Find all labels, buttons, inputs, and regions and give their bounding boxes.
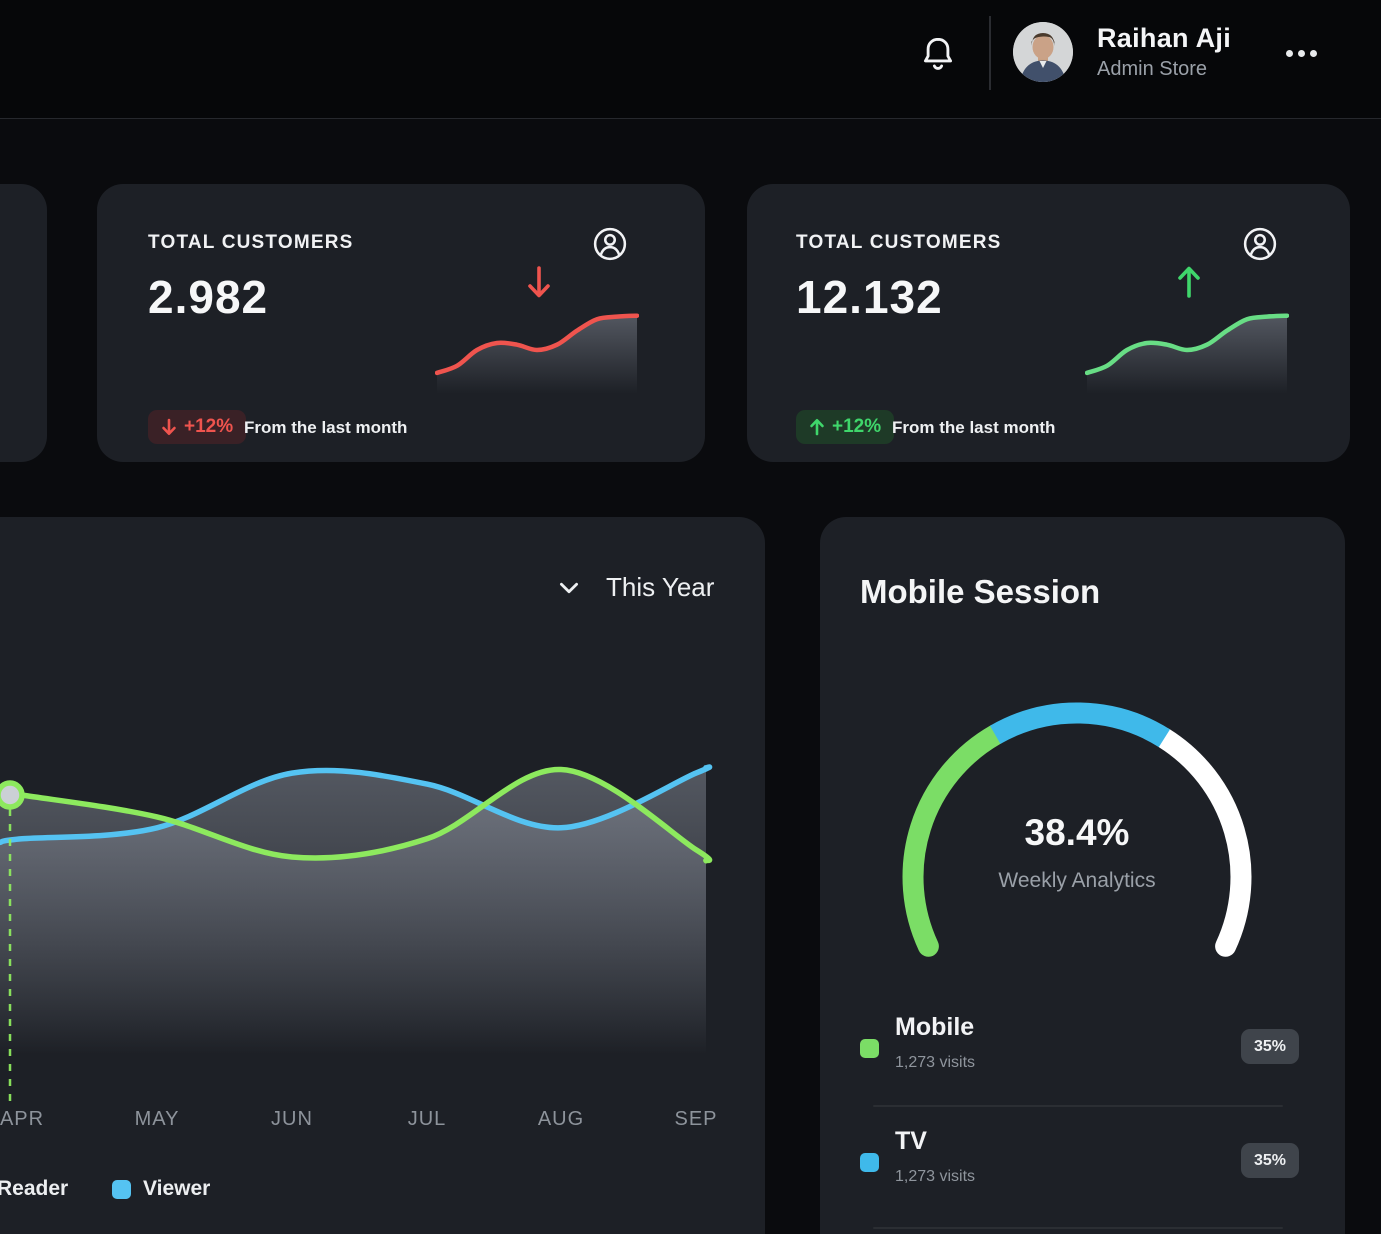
arrow-down-icon bbox=[162, 418, 176, 435]
user-name[interactable]: Raihan Aji bbox=[1097, 23, 1232, 53]
list-divider bbox=[873, 1227, 1283, 1229]
legend-reader-label: Reader bbox=[0, 1177, 69, 1200]
stat-value: 2.982 bbox=[148, 271, 269, 323]
gauge-sub-label: Weekly Analytics bbox=[998, 869, 1156, 892]
legend-viewer[interactable]: Viewer bbox=[112, 1177, 210, 1201]
mobile-swatch bbox=[860, 1039, 879, 1058]
top-bar bbox=[0, 0, 1381, 119]
list-divider bbox=[873, 1105, 1283, 1107]
user-role: Admin Store bbox=[1097, 58, 1208, 80]
x-tick-jun: JUN bbox=[271, 1108, 313, 1130]
x-tick-sep: SEP bbox=[674, 1108, 718, 1130]
delta-value: +12% bbox=[832, 416, 882, 437]
viewer-swatch bbox=[112, 1179, 131, 1199]
delta-note: From the last month bbox=[244, 418, 408, 437]
legend-viewer-label: Viewer bbox=[143, 1177, 211, 1200]
item-visits: 1,273 visits bbox=[895, 1168, 976, 1185]
legend-reader[interactable]: Reader bbox=[0, 1177, 68, 1201]
stat-card-customers-up: TOTAL CUSTOMERS 12.132 +12% From the las… bbox=[747, 184, 1350, 462]
avatar[interactable] bbox=[1013, 22, 1073, 82]
sparkline-down bbox=[435, 313, 639, 400]
arrow-up-icon bbox=[810, 419, 824, 436]
item-pct-badge: 35% bbox=[1241, 1143, 1299, 1178]
trend-up-arrow-icon bbox=[1175, 262, 1203, 305]
item-label: TV bbox=[895, 1127, 927, 1155]
delta-note: From the last month bbox=[892, 418, 1056, 437]
top-bar-divider bbox=[0, 118, 1381, 119]
range-label: This Year bbox=[606, 572, 715, 602]
stat-title: TOTAL CUSTOMERS bbox=[148, 232, 354, 253]
stat-card-partial bbox=[0, 184, 47, 462]
gauge-value: 38.4% bbox=[1024, 812, 1130, 853]
stat-title: TOTAL CUSTOMERS bbox=[796, 232, 1002, 253]
bell-icon[interactable] bbox=[920, 34, 956, 79]
mobile-session-title: Mobile Session bbox=[860, 573, 1101, 610]
x-tick-jul: JUL bbox=[407, 1108, 447, 1130]
item-label: Mobile bbox=[895, 1013, 975, 1041]
delta-value: +12% bbox=[184, 416, 234, 437]
x-tick-aug: AUG bbox=[537, 1108, 585, 1130]
header-separator bbox=[989, 16, 991, 90]
visitors-line-chart bbox=[0, 764, 713, 1108]
x-tick-apr: APR bbox=[0, 1108, 45, 1130]
x-tick-may: MAY bbox=[134, 1108, 180, 1130]
avatar-image bbox=[1013, 22, 1073, 82]
sparkline-up bbox=[1085, 313, 1289, 400]
item-visits: 1,273 visits bbox=[895, 1054, 976, 1071]
more-icon[interactable] bbox=[1286, 50, 1317, 57]
delta-badge: +12% bbox=[796, 410, 895, 444]
range-dropdown[interactable]: This Year bbox=[556, 572, 714, 603]
user-circle-icon bbox=[1241, 225, 1279, 268]
stat-card-customers-down: TOTAL CUSTOMERS 2.982 +12% From the last… bbox=[97, 184, 705, 462]
item-pct-badge: 35% bbox=[1241, 1029, 1299, 1064]
weekly-analytics-gauge bbox=[902, 702, 1252, 957]
delta-badge: +12% bbox=[148, 410, 247, 444]
tv-swatch bbox=[860, 1153, 879, 1172]
chevron-down-icon bbox=[560, 582, 578, 593]
user-circle-icon bbox=[591, 225, 629, 268]
mobile-session-card: Mobile Session 38.4% Weekly Analytics Mo… bbox=[820, 517, 1345, 1234]
highlight-point[interactable] bbox=[0, 780, 25, 810]
trend-down-arrow-icon bbox=[525, 264, 553, 307]
stat-value: 12.132 bbox=[796, 271, 943, 323]
